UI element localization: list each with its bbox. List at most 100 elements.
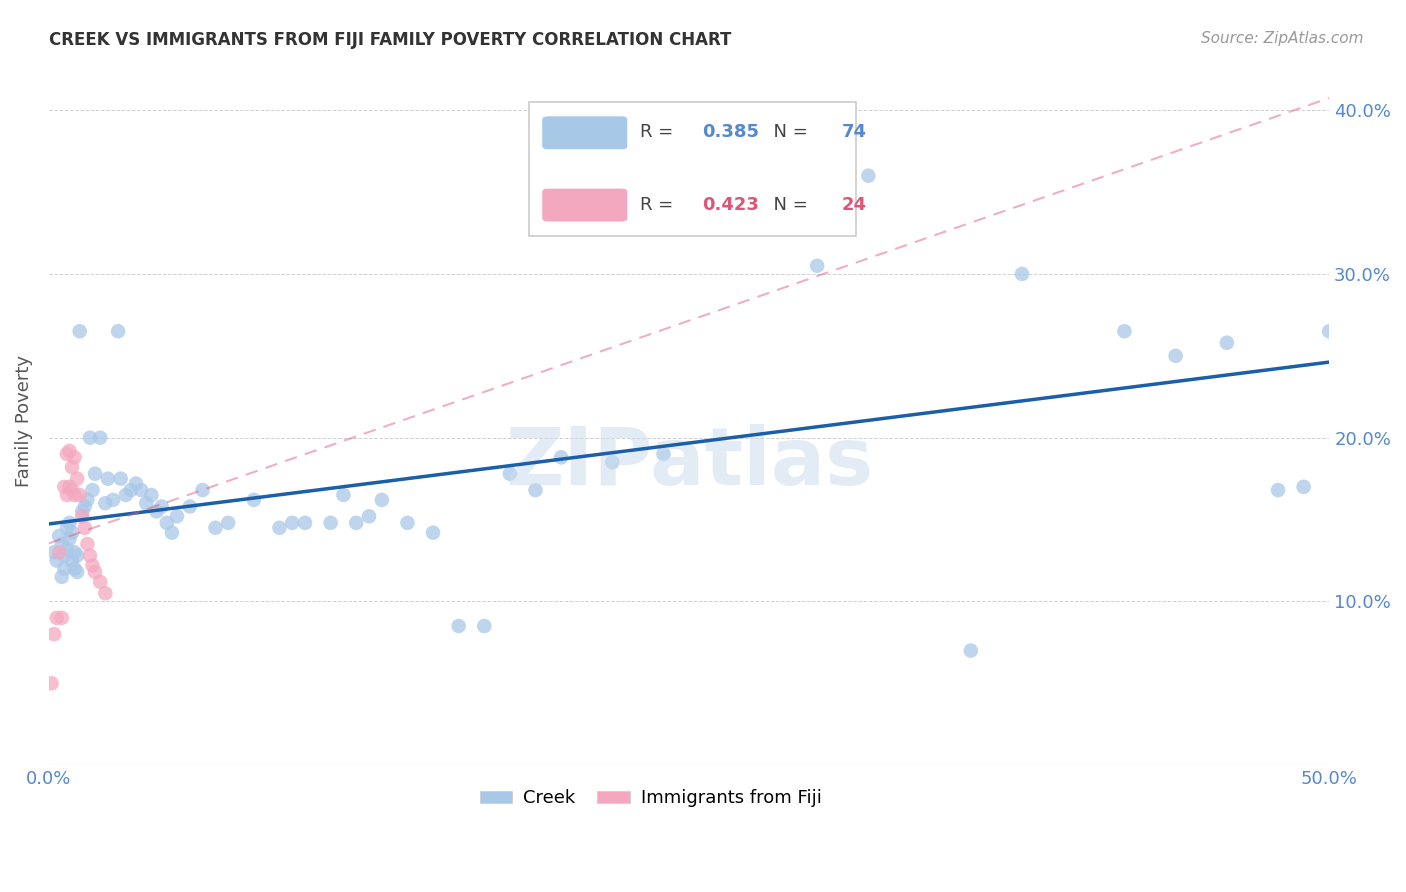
Point <box>42 627 65 641</box>
Point <box>89 431 111 445</box>
Point <box>447 619 470 633</box>
Point <box>76 537 98 551</box>
Point <box>357 509 380 524</box>
Point <box>60 525 83 540</box>
Text: N =: N = <box>762 195 814 214</box>
Point <box>69 324 91 338</box>
Point <box>56 447 79 461</box>
Point <box>344 516 367 530</box>
Point <box>82 558 104 573</box>
Point <box>806 259 828 273</box>
Point <box>499 467 522 481</box>
Point <box>1292 480 1315 494</box>
Point <box>94 496 117 510</box>
Point <box>51 611 73 625</box>
Text: R =: R = <box>641 195 679 214</box>
Point <box>858 169 880 183</box>
Text: 24: 24 <box>841 195 866 214</box>
Point <box>1011 267 1033 281</box>
Point <box>120 483 142 497</box>
Point <box>97 472 120 486</box>
Point <box>79 549 101 563</box>
Point <box>45 553 67 567</box>
Point <box>217 516 239 530</box>
Point <box>84 565 107 579</box>
Point <box>145 504 167 518</box>
Point <box>58 516 80 530</box>
Text: CREEK VS IMMIGRANTS FROM FIJI FAMILY POVERTY CORRELATION CHART: CREEK VS IMMIGRANTS FROM FIJI FAMILY POV… <box>49 31 731 49</box>
Point <box>45 611 67 625</box>
Point <box>204 521 226 535</box>
Point <box>1317 324 1340 338</box>
Point <box>472 619 495 633</box>
Point <box>58 480 80 494</box>
Point <box>66 472 89 486</box>
Point <box>107 324 129 338</box>
Text: Source: ZipAtlas.com: Source: ZipAtlas.com <box>1201 31 1364 46</box>
Point <box>959 643 981 657</box>
Point <box>79 431 101 445</box>
Text: 0.423: 0.423 <box>702 195 759 214</box>
Point <box>51 537 73 551</box>
Point <box>550 450 572 465</box>
Point <box>58 533 80 547</box>
Point <box>166 509 188 524</box>
Point <box>63 450 86 465</box>
Point <box>652 447 675 461</box>
Point <box>82 483 104 497</box>
Text: R =: R = <box>641 123 679 142</box>
Point <box>51 570 73 584</box>
Point <box>179 500 201 514</box>
Point <box>191 483 214 497</box>
Point <box>73 521 96 535</box>
Point <box>48 529 70 543</box>
Point <box>269 521 291 535</box>
FancyBboxPatch shape <box>541 188 627 222</box>
Point <box>53 549 76 563</box>
Point <box>294 516 316 530</box>
Point <box>125 476 148 491</box>
Point <box>53 562 76 576</box>
Point <box>60 483 83 497</box>
Point <box>1114 324 1136 338</box>
Point <box>281 516 304 530</box>
Point <box>56 488 79 502</box>
Point <box>156 516 179 530</box>
Point <box>703 218 725 232</box>
Point <box>53 480 76 494</box>
Point <box>69 488 91 502</box>
Point <box>1164 349 1187 363</box>
Point <box>56 542 79 557</box>
Point <box>56 521 79 535</box>
Text: N =: N = <box>762 123 814 142</box>
Point <box>1267 483 1289 497</box>
Point <box>60 553 83 567</box>
Point <box>66 565 89 579</box>
Point <box>60 460 83 475</box>
Point <box>41 676 63 690</box>
Point <box>58 443 80 458</box>
Y-axis label: Family Poverty: Family Poverty <box>15 355 32 487</box>
Point <box>396 516 419 530</box>
Point <box>72 504 94 518</box>
Point <box>129 483 152 497</box>
Point <box>63 562 86 576</box>
Point <box>66 549 89 563</box>
Point <box>600 455 623 469</box>
FancyBboxPatch shape <box>529 102 856 235</box>
Point <box>1216 335 1239 350</box>
Legend: Creek, Immigrants from Fiji: Creek, Immigrants from Fiji <box>472 782 828 814</box>
Point <box>89 574 111 589</box>
Point <box>110 472 132 486</box>
Point <box>422 525 444 540</box>
Point <box>101 492 124 507</box>
Point <box>332 488 354 502</box>
Point <box>160 525 183 540</box>
Text: 0.385: 0.385 <box>702 123 759 142</box>
Point <box>150 500 173 514</box>
Point <box>135 496 157 510</box>
Point <box>42 545 65 559</box>
Point <box>524 483 547 497</box>
Point <box>371 492 394 507</box>
Point <box>76 492 98 507</box>
